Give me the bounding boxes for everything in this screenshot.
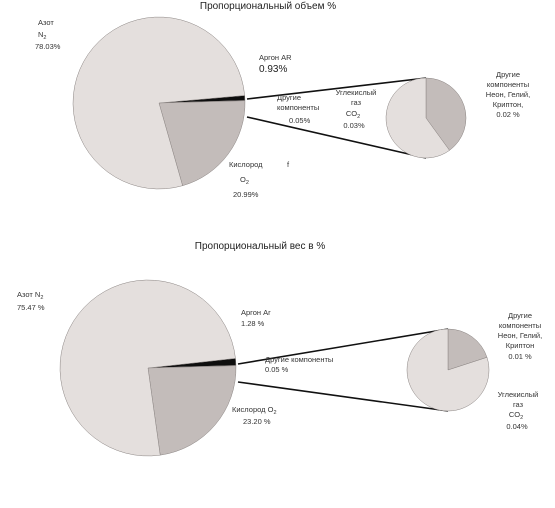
label-o2-value: 20.99% — [233, 190, 259, 199]
chart-weight: Пропорциональный вес в % Азот N2 75.47 %… — [17, 241, 542, 457]
label-ar-name: Аргон AR — [259, 53, 292, 62]
label-rest-line1: Другие — [496, 70, 520, 79]
label-other-value: 0.05 % — [265, 365, 289, 374]
label-o2-formula: O2 — [240, 175, 249, 186]
label-o2-name-formula: Кислород O2 — [232, 405, 277, 416]
label-co2-value: 0.03% — [343, 121, 365, 130]
label-rest-line4: Криптон — [506, 341, 534, 350]
label-other-line2: компоненты — [277, 103, 319, 112]
connector-top — [246, 77, 427, 100]
label-co2-line2: газ — [513, 400, 524, 409]
label-o2-mark: f — [287, 160, 290, 169]
chart-volume-main-pie — [72, 16, 246, 190]
label-rest-line3: Неон, Гелий, — [498, 331, 542, 340]
slice-nitrogen — [59, 279, 236, 457]
label-other-line1: Другие компоненты — [265, 355, 333, 364]
label-n2-value: 75.47 % — [17, 303, 45, 312]
slice-nitrogen — [72, 16, 245, 190]
label-rest-line2: компоненты — [487, 80, 529, 89]
label-o2-name: Кислород — [229, 160, 263, 169]
chart-weight-main-pie — [59, 279, 237, 457]
label-ar-name: Аргон Ar — [241, 308, 271, 317]
connector-bottom — [237, 381, 449, 412]
label-co2-value: 0.04% — [506, 422, 528, 431]
label-other-value: 0.05% — [289, 116, 311, 125]
connector-top — [237, 328, 449, 365]
slice-oxygen — [158, 100, 246, 187]
label-rest-line1: Другие — [508, 311, 532, 320]
detail-slice-co2 — [406, 328, 490, 412]
detail-slice-rest — [447, 328, 488, 371]
detail-slice-rest — [425, 77, 467, 151]
label-rest-line2: компоненты — [499, 321, 541, 330]
chart-volume: Пропорциональный объем % Азот N2 78.03% … — [35, 0, 530, 199]
label-rest-line3: Неон, Гелий, — [486, 90, 530, 99]
label-ar-value: 1.28 % — [241, 319, 265, 328]
label-co2-line1: Углекислый — [336, 88, 377, 97]
label-n2-name: Азот — [38, 18, 54, 27]
label-n2-formula: N2 — [38, 30, 46, 41]
chart-volume-title: Пропорциональный объем % — [200, 0, 336, 12]
label-n2-name-formula: Азот N2 — [17, 290, 43, 301]
label-other-line1: Другие — [277, 93, 301, 102]
chart-weight-title: Пропорциональный вес в % — [195, 241, 326, 252]
label-rest-value: 0.02 % — [496, 110, 520, 119]
chart-weight-detail-pie — [406, 328, 490, 412]
chart-weight-connector — [237, 328, 449, 412]
chart-volume-detail-pie — [385, 77, 467, 159]
connector-bottom — [246, 116, 427, 159]
label-n2-value: 78.03% — [35, 42, 61, 51]
label-o2-value: 23.20 % — [243, 417, 271, 426]
label-co2-line2: газ — [351, 98, 362, 107]
label-co2-line1: Углекислый — [498, 390, 539, 399]
label-rest-value: 0.01 % — [508, 352, 532, 361]
label-co2-formula: CO2 — [509, 410, 523, 421]
chart-volume-connector — [246, 77, 427, 159]
label-ar-value: 0.93% — [259, 64, 287, 75]
label-co2-formula: CO2 — [346, 109, 360, 120]
detail-slice-co2 — [385, 77, 450, 159]
label-rest-line4: Криптон, — [493, 100, 524, 109]
slice-oxygen — [147, 365, 237, 456]
